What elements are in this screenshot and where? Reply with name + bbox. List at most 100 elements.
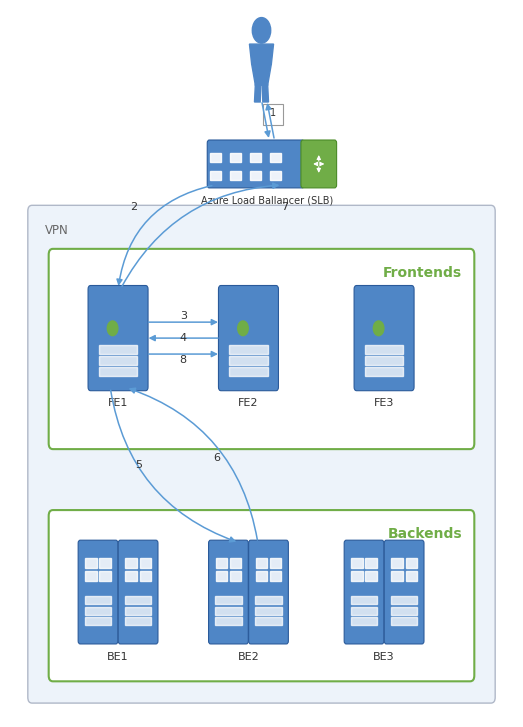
Bar	[351, 571, 362, 582]
Circle shape	[252, 17, 271, 43]
Text: 2: 2	[130, 203, 137, 212]
Bar	[85, 558, 97, 568]
FancyBboxPatch shape	[88, 286, 148, 390]
Bar	[255, 606, 282, 614]
Bar	[229, 345, 268, 354]
Bar	[99, 367, 137, 376]
Text: FE1: FE1	[108, 398, 128, 408]
Text: 7: 7	[281, 203, 289, 212]
Text: 5: 5	[135, 460, 142, 470]
Bar	[366, 571, 377, 582]
Text: FE2: FE2	[238, 398, 259, 408]
Text: 1: 1	[270, 108, 276, 119]
Bar	[270, 571, 281, 582]
Bar	[391, 617, 417, 625]
Bar	[215, 558, 227, 568]
Bar	[351, 617, 378, 625]
Bar	[255, 617, 282, 625]
Text: 6: 6	[214, 453, 221, 463]
FancyBboxPatch shape	[209, 540, 248, 644]
Bar	[391, 595, 417, 603]
Bar	[256, 571, 267, 582]
Polygon shape	[262, 84, 268, 102]
Bar	[230, 571, 241, 582]
FancyBboxPatch shape	[344, 540, 384, 644]
Text: BE3: BE3	[373, 652, 395, 662]
Bar	[351, 595, 378, 603]
Bar	[85, 571, 97, 582]
Text: 8: 8	[180, 355, 187, 365]
Text: BE1: BE1	[107, 652, 129, 662]
Bar	[210, 153, 221, 162]
Bar	[366, 558, 377, 568]
Bar	[85, 606, 111, 614]
FancyBboxPatch shape	[78, 540, 118, 644]
Text: 3: 3	[180, 311, 187, 321]
Bar	[256, 558, 267, 568]
Bar	[365, 356, 403, 365]
Text: VPN: VPN	[45, 224, 69, 237]
Bar	[125, 617, 152, 625]
FancyBboxPatch shape	[248, 540, 288, 644]
Bar	[230, 558, 241, 568]
FancyBboxPatch shape	[207, 140, 304, 188]
FancyBboxPatch shape	[384, 540, 424, 644]
Bar	[255, 595, 282, 603]
Bar	[210, 171, 221, 180]
Bar	[351, 558, 362, 568]
FancyBboxPatch shape	[219, 286, 278, 390]
Bar	[99, 356, 137, 365]
Bar	[215, 571, 227, 582]
Bar	[230, 153, 241, 162]
Polygon shape	[252, 64, 271, 85]
FancyBboxPatch shape	[49, 510, 474, 681]
Bar	[140, 571, 151, 582]
Text: FE3: FE3	[374, 398, 394, 408]
Bar	[99, 571, 111, 582]
Bar	[126, 571, 137, 582]
Text: Backends: Backends	[388, 527, 462, 541]
Bar	[125, 595, 152, 603]
Bar	[250, 171, 261, 180]
Bar	[126, 558, 137, 568]
Bar	[215, 606, 242, 614]
Bar	[215, 617, 242, 625]
Bar	[270, 558, 281, 568]
FancyBboxPatch shape	[28, 205, 495, 703]
FancyBboxPatch shape	[118, 540, 158, 644]
Polygon shape	[249, 44, 274, 64]
Bar	[230, 171, 241, 180]
Bar	[391, 606, 417, 614]
Circle shape	[107, 321, 118, 336]
Polygon shape	[255, 84, 261, 102]
Bar	[229, 356, 268, 365]
Text: Frontends: Frontends	[383, 265, 462, 280]
Bar	[99, 558, 111, 568]
Bar	[99, 345, 137, 354]
Bar	[391, 558, 403, 568]
Circle shape	[373, 321, 384, 336]
Bar	[405, 558, 417, 568]
Circle shape	[237, 321, 248, 336]
FancyBboxPatch shape	[354, 286, 414, 390]
Bar	[85, 617, 111, 625]
Bar	[365, 345, 403, 354]
Text: 4: 4	[180, 333, 187, 343]
Bar	[270, 171, 281, 180]
Bar	[125, 606, 152, 614]
Bar	[365, 367, 403, 376]
Bar	[250, 153, 261, 162]
Text: Azure Load Ballancer (SLB): Azure Load Ballancer (SLB)	[201, 195, 333, 205]
Bar	[270, 153, 281, 162]
FancyBboxPatch shape	[263, 105, 283, 125]
Bar	[85, 595, 111, 603]
FancyBboxPatch shape	[49, 249, 474, 449]
Bar	[215, 595, 242, 603]
Text: BE2: BE2	[237, 652, 259, 662]
Bar	[351, 606, 378, 614]
Bar	[391, 571, 403, 582]
Bar	[229, 367, 268, 376]
Bar	[405, 571, 417, 582]
Bar	[140, 558, 151, 568]
FancyBboxPatch shape	[301, 140, 337, 188]
